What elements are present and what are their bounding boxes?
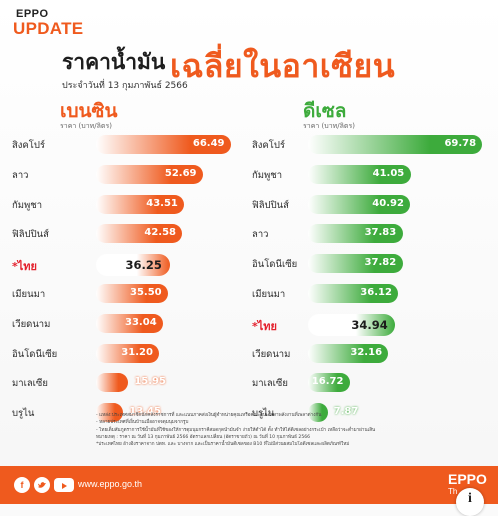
value-label: 32.16 xyxy=(350,346,383,358)
category-label: กัมพูชา xyxy=(12,199,43,211)
category-label: มาเลเซีย xyxy=(12,378,48,390)
category-label: *ไทย xyxy=(252,319,277,333)
category-label: สิงคโปร์ xyxy=(12,140,46,151)
bar xyxy=(96,373,129,393)
category-label: เวียดนาม xyxy=(12,318,51,330)
bar xyxy=(308,135,483,154)
category-label: บรูไน xyxy=(252,408,275,420)
category-label: เมียนมา xyxy=(252,289,286,300)
value-label: 35.50 xyxy=(130,287,162,298)
title-date: ประจำวันที่ 13 กุมภาพันธ์ 2566 xyxy=(62,81,188,91)
brand-update: UPDATE xyxy=(13,19,84,38)
value-label: 7.87 xyxy=(333,406,359,418)
bar xyxy=(308,254,403,274)
value-label: 37.83 xyxy=(364,227,397,239)
category-label: บรูไน xyxy=(12,408,35,420)
footnote-line: - แหล่ง:ประเทศสมาชิกนักคลังราชการที่ และ… xyxy=(96,413,322,418)
category-label: ฟิลิปปินส์ xyxy=(12,229,49,241)
bar xyxy=(96,224,183,244)
category-label: *ไทย xyxy=(12,260,37,274)
category-label: มาเลเซีย xyxy=(252,378,288,390)
bar xyxy=(96,135,231,154)
title-part2: เฉลี่ยในอาเซียน xyxy=(170,47,396,85)
value-label: 40.92 xyxy=(372,197,404,209)
twitter-icon[interactable] xyxy=(34,477,50,493)
value-label: 37.82 xyxy=(364,257,397,269)
category-label: ฟิลิปปินส์ xyxy=(252,199,289,211)
youtube-icon[interactable] xyxy=(54,478,74,492)
footnotes: - แหล่ง:ประเทศสมาชิกนักคลังราชการที่ และ… xyxy=(96,412,446,448)
value-label: 31.20 xyxy=(121,346,153,358)
value-label: 36.12 xyxy=(360,287,392,298)
bar xyxy=(96,194,185,214)
value-label: 52.69 xyxy=(164,167,197,179)
website-link[interactable]: www.eppo.go.th xyxy=(78,479,143,489)
info-button[interactable]: i xyxy=(456,488,484,516)
diesel-title: ดีเซล xyxy=(303,100,347,122)
value-label: 16.72 xyxy=(311,376,344,388)
value-label: 41.05 xyxy=(372,167,405,179)
benzine-unit: ราคา (บาท/ลิตร) xyxy=(60,122,112,130)
brand-eppo: EPPO xyxy=(16,8,49,20)
diesel-unit: ราคา (บาท/ลิตร) xyxy=(303,122,355,130)
value-label: 69.78 xyxy=(444,138,477,149)
bar xyxy=(96,343,160,363)
value-label: 33.04 xyxy=(125,316,157,328)
value-label: 43.51 xyxy=(146,197,178,209)
category-label: เมียนมา xyxy=(12,289,46,300)
category-label: อินโดนีเซีย xyxy=(252,259,298,271)
bar xyxy=(308,343,389,363)
value-label: 36.25 xyxy=(125,258,162,273)
bar xyxy=(308,284,399,303)
bar xyxy=(96,403,124,423)
bar xyxy=(308,403,328,423)
footnote-line: หมายเหตุ : ราคา ณ วันที่ 13 กุมภาพันธ์ 2… xyxy=(96,434,311,440)
footer-bar xyxy=(0,466,498,504)
category-label: กัมพูชา xyxy=(252,169,283,181)
category-label: สิงคโปร์ xyxy=(252,140,286,151)
bar xyxy=(96,254,170,277)
bar xyxy=(96,313,164,333)
category-label: อินโดนีเซีย xyxy=(12,348,58,360)
value-label: 34.94 xyxy=(351,317,388,332)
bar xyxy=(96,284,168,303)
value-label: 15.95 xyxy=(134,376,166,388)
category-label: ลาว xyxy=(252,229,269,241)
value-label: 42.58 xyxy=(144,227,177,239)
footer-logo-sub: Th xyxy=(448,487,458,496)
category-label: ลาว xyxy=(12,169,29,181)
category-label: เวียดนาม xyxy=(252,348,291,360)
footnote-line: - ไทยเต็มสัมภูตราการใช้น้ำมันที่ใช้ของให… xyxy=(96,427,376,433)
title-part1: ราคาน้ำมัน xyxy=(62,50,166,74)
footer-logo: EPPO xyxy=(448,471,487,487)
bar xyxy=(308,313,396,336)
value-label: 66.49 xyxy=(192,138,225,149)
bar xyxy=(308,224,403,244)
footnote-line: *ประเทศไทย อ้างอิงราคาจาก ปตท. และ บางจา… xyxy=(96,442,350,448)
bar xyxy=(96,164,203,184)
footnote-line: - หลายประเทศที่เย็นบ้านเมื่ออาจจดุมนุมจา… xyxy=(96,420,189,426)
facebook-icon[interactable]: f xyxy=(14,477,30,493)
bar xyxy=(308,194,411,214)
bar xyxy=(308,164,411,184)
benzine-title: เบนซิน xyxy=(60,100,118,122)
bar xyxy=(308,373,350,393)
value-label: 13.45 xyxy=(129,406,161,418)
